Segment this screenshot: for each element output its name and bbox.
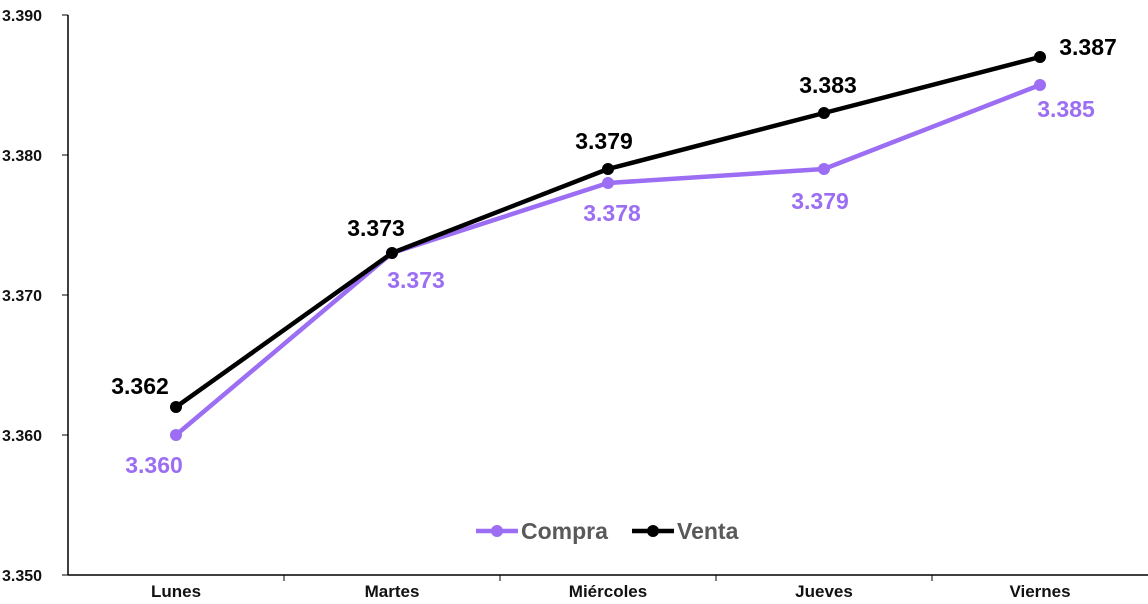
legend: Compra Venta [476,518,739,544]
x-tick-label: Lunes [151,582,201,601]
x-tick-label: Jueves [795,582,853,601]
data-point-compra [170,429,182,441]
data-point-compra [602,177,614,189]
y-tick-label: 3.350 [2,568,42,585]
data-label-venta: 3.379 [575,128,633,154]
data-label-compra: 3.373 [387,267,445,293]
legend-label-compra: Compra [521,518,608,544]
data-point-venta [602,163,614,175]
series-lines [174,54,1041,437]
data-point-compra [1034,79,1046,91]
y-tick-label: 3.360 [2,428,42,445]
legend-marker-compra [491,525,503,537]
x-tick-label: Miércoles [569,582,647,601]
data-label-compra: 3.378 [583,200,641,226]
data-labels: 3.360 3.373 3.378 3.379 3.385 3.362 3.373 3.379… [111,34,1117,478]
legend-label-venta: Venta [677,518,739,544]
data-label-venta: 3.387 [1059,34,1117,60]
x-tick-label: Viernes [1009,582,1070,601]
data-label-compra: 3.385 [1037,96,1095,122]
data-label-compra: 3.379 [791,188,849,214]
y-tick-label: 3.380 [2,148,42,165]
legend-marker-venta [647,525,659,537]
x-tick-label: Martes [365,582,420,601]
series-line-venta [174,54,1041,409]
data-label-compra: 3.360 [125,452,183,478]
y-tick-label: 3.390 [2,8,42,25]
data-label-venta: 3.383 [799,72,857,98]
data-point-venta [818,107,830,119]
data-label-venta: 3.362 [111,373,169,399]
data-point-compra [818,163,830,175]
series-markers [170,51,1046,441]
data-point-venta [1034,51,1046,63]
data-point-venta [386,247,398,259]
y-tick-label: 3.370 [2,288,42,305]
data-point-venta [170,401,182,413]
axes: 3.350 3.360 3.370 3.380 3.390 Lunes Martes Miér… [2,8,1148,601]
data-label-venta: 3.373 [347,215,405,241]
